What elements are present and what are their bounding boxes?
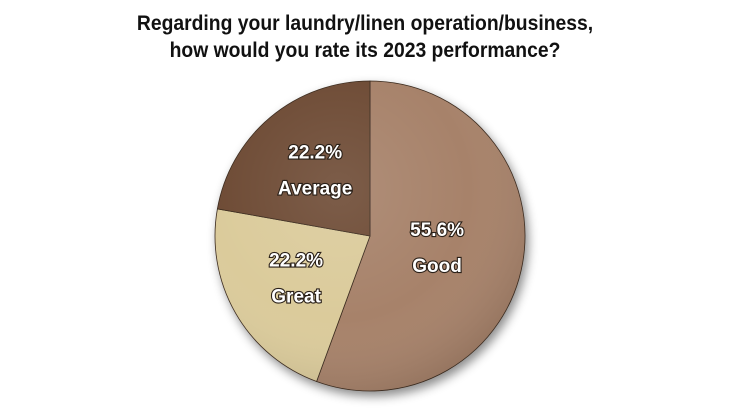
slice-value-label-good: 55.6%	[410, 220, 464, 241]
slice-name-label-average: Average	[278, 179, 352, 200]
chart-title-line-1: Regarding your laundry/linen operation/b…	[136, 12, 594, 35]
slice-name-label-great: Great	[271, 287, 321, 308]
chart-title-line-2: how would you rate its 2023 performance?	[169, 39, 561, 62]
chart-title: Regarding your laundry/linen operation/b…	[29, 10, 701, 64]
slice-name-label-good: Good	[412, 256, 462, 277]
slice-value-label-average: 22.2%	[288, 143, 342, 164]
slice-value-label-great: 22.2%	[269, 251, 323, 272]
